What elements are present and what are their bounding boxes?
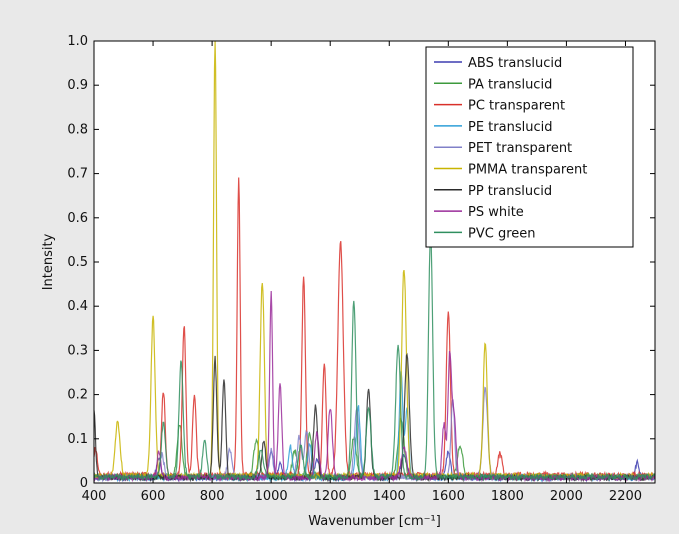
x-tick-label: 400 bbox=[82, 489, 107, 504]
y-tick-label: 0.3 bbox=[67, 343, 88, 358]
x-tick-label: 1400 bbox=[373, 489, 406, 504]
y-tick-label: 0.5 bbox=[67, 255, 88, 270]
series-layer bbox=[93, 40, 656, 483]
y-tick-label: 1.0 bbox=[67, 34, 88, 49]
y-tick-label: 0.8 bbox=[67, 122, 88, 137]
x-tick-label: 600 bbox=[141, 489, 166, 504]
legend-label: PET transparent bbox=[468, 141, 572, 156]
x-tick-label: 1600 bbox=[432, 489, 465, 504]
legend-label: ABS translucid bbox=[468, 56, 562, 71]
x-tick-label: 2200 bbox=[609, 489, 642, 504]
legend-label: PC transparent bbox=[468, 99, 565, 114]
x-axis-title: Wavenumber [cm⁻¹] bbox=[308, 514, 441, 529]
series-line-pvc-green bbox=[94, 235, 656, 482]
y-tick-label: 0.6 bbox=[67, 211, 88, 226]
legend-label: PA translucid bbox=[468, 77, 552, 92]
y-tick-label: 0.4 bbox=[67, 299, 88, 314]
y-tick-label: 0.2 bbox=[67, 388, 88, 403]
x-tick-label: 1800 bbox=[491, 489, 524, 504]
legend-label: PVC green bbox=[468, 226, 536, 241]
legend-label: PE translucid bbox=[468, 120, 552, 135]
x-tick-label: 2000 bbox=[550, 489, 583, 504]
y-tick-label: 0.1 bbox=[67, 432, 88, 447]
x-tick-label: 1200 bbox=[314, 489, 347, 504]
ticks-layer: 400 600 800 1000 1200 1400 1600 1800 2000 2200 0 0.… bbox=[67, 34, 655, 504]
y-tick-label: 0.9 bbox=[67, 78, 88, 93]
legend-label: PP translucid bbox=[468, 184, 552, 199]
x-tick-label: 800 bbox=[200, 489, 225, 504]
legend-label: PMMA transparent bbox=[468, 163, 587, 178]
y-tick-label: 0.7 bbox=[67, 167, 88, 182]
x-tick-label: 1000 bbox=[255, 489, 288, 504]
y-tick-label: 0 bbox=[80, 476, 88, 491]
y-axis-title: Intensity bbox=[41, 233, 56, 290]
legend-label: PS white bbox=[468, 205, 524, 220]
legend: ABS translucid PA translucid PC transparen… bbox=[425, 46, 634, 248]
